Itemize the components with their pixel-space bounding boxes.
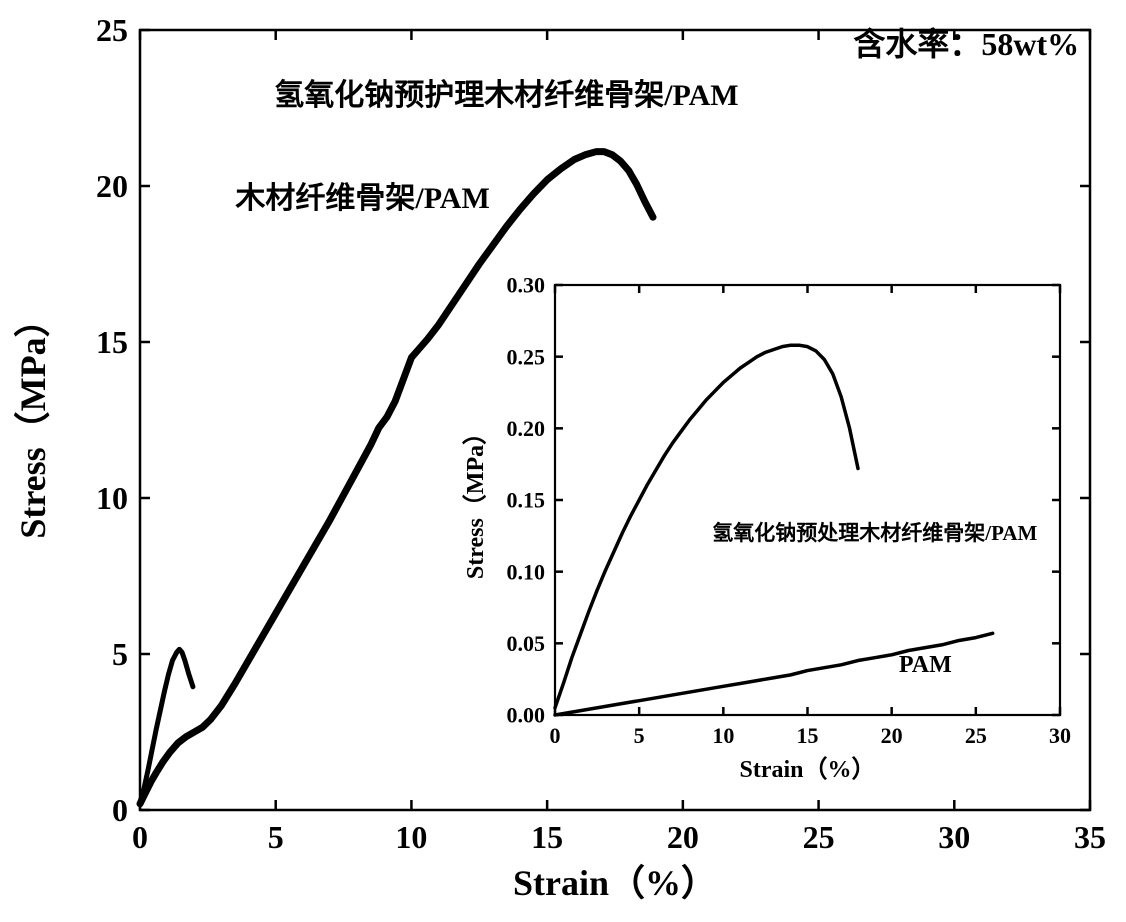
main-chart-xtick-label: 30	[938, 819, 970, 855]
inset-chart-xtick-label: 0	[550, 723, 561, 748]
inset-chart-ytick-label: 0.00	[507, 703, 546, 728]
main-chart-anno-water-content: 含水率：58wt%	[853, 26, 1079, 62]
inset-chart-anno-label-naoh-inset: 氢氧化钠预处理木材纤维骨架/PAM	[712, 521, 1037, 545]
inset-chart-bg	[555, 285, 1060, 715]
inset-chart-ytick-label: 0.20	[507, 416, 546, 441]
main-chart-xtick-label: 15	[531, 819, 563, 855]
main-chart-xtick-label: 35	[1074, 819, 1106, 855]
inset-chart-xtick-label: 5	[634, 723, 645, 748]
main-chart-ytick-label: 0	[112, 792, 128, 828]
inset-chart-xtick-label: 10	[712, 723, 734, 748]
inset-chart-xtick-label: 30	[1049, 723, 1071, 748]
main-chart-ytick-label: 5	[112, 636, 128, 672]
main-chart-anno-label-wood-main: 木材纤维骨架/PAM	[234, 182, 489, 215]
main-chart-ytick-label: 10	[96, 480, 128, 516]
main-chart-xtick-label: 25	[803, 819, 835, 855]
inset-chart-y-title: Stress（MPa）	[462, 421, 489, 579]
main-chart-xtick-label: 10	[395, 819, 427, 855]
inset-chart-anno-label-pam-inset: PAM	[899, 652, 952, 678]
inset-chart-x-title: Strain（%）	[739, 756, 875, 783]
inset-chart-ytick-label: 0.15	[507, 488, 546, 513]
main-chart-ytick-label: 25	[96, 12, 128, 48]
inset-chart-xtick-label: 25	[965, 723, 987, 748]
inset-chart-xtick-label: 15	[797, 723, 819, 748]
inset-chart-xtick-label: 20	[881, 723, 903, 748]
inset-chart-ytick-label: 0.05	[507, 631, 546, 656]
main-chart-x-title: Strain（%）	[513, 863, 717, 903]
main-chart-y-title: Stress（MPa）	[13, 301, 53, 538]
inset-chart-ytick-label: 0.30	[507, 273, 546, 298]
main-chart-ytick-label: 15	[96, 324, 128, 360]
main-chart-xtick-label: 5	[268, 819, 284, 855]
main-chart-xtick-label: 20	[667, 819, 699, 855]
main-chart-xtick-label: 0	[132, 819, 148, 855]
main-chart-ytick-label: 20	[96, 168, 128, 204]
inset-chart-ytick-label: 0.10	[507, 559, 546, 584]
chart-svg: 0 5 10 15 20 25 30 35 0 5 10 15 20 25 Strain（%） Stress（…	[0, 0, 1126, 922]
main-chart-anno-label-naoh-main: 氢氧化钠预护理木材纤维骨架/PAM	[274, 79, 738, 112]
inset-chart-ytick-label: 0.25	[507, 344, 546, 369]
chart-wrapper: 0 5 10 15 20 25 30 35 0 5 10 15 20 25 Strain（%） Stress（…	[0, 0, 1126, 922]
